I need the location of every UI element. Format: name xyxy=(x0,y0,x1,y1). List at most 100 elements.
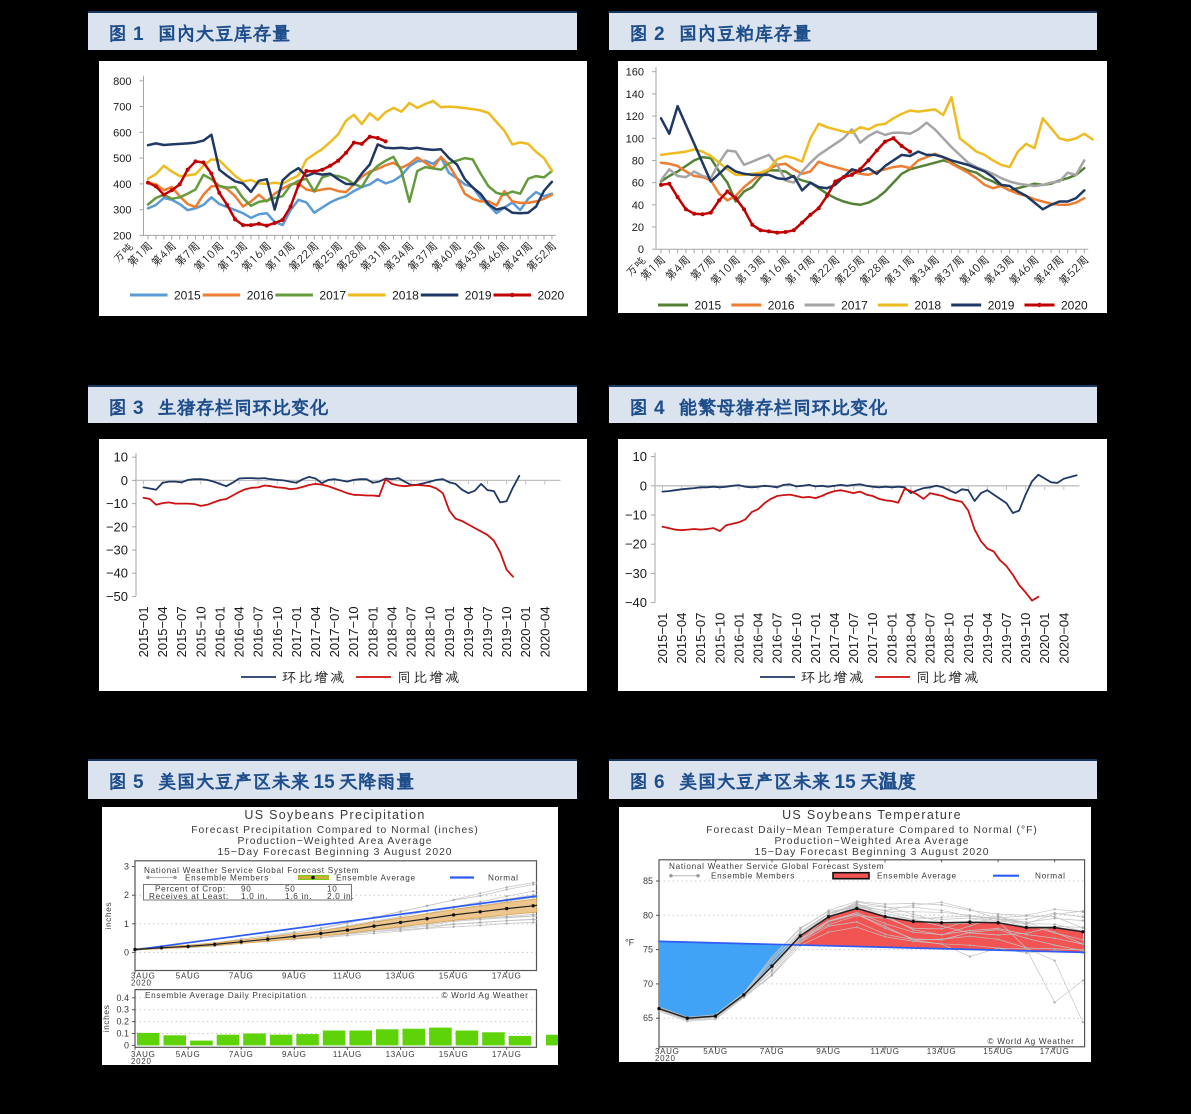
svg-text:2016−04: 2016−04 xyxy=(232,606,247,657)
svg-text:2017−04: 2017−04 xyxy=(308,606,323,657)
svg-text:0: 0 xyxy=(640,478,647,493)
svg-text:2018−10: 2018−10 xyxy=(423,606,438,657)
svg-text:2: 2 xyxy=(654,24,665,45)
svg-text:5AUG: 5AUG xyxy=(703,1047,728,1056)
svg-text:120: 120 xyxy=(626,111,644,123)
svg-text:2015−01: 2015−01 xyxy=(136,606,151,657)
svg-text:2018−07: 2018−07 xyxy=(404,606,419,657)
svg-text:11AUG: 11AUG xyxy=(333,972,362,981)
svg-text:15−Day Forecast Beginning 3 Au: 15−Day Forecast Beginning 3 August 2020 xyxy=(217,847,452,858)
svg-text:2019−07: 2019−07 xyxy=(480,606,495,657)
svg-text:2019−10: 2019−10 xyxy=(1018,613,1033,664)
svg-text:2.0 in.: 2.0 in. xyxy=(327,892,354,901)
svg-text:2015−10: 2015−10 xyxy=(193,606,208,657)
svg-text:500: 500 xyxy=(113,153,131,165)
svg-text:17AUG: 17AUG xyxy=(492,972,522,981)
svg-text:−50: −50 xyxy=(106,589,128,604)
svg-text:−30: −30 xyxy=(106,543,128,558)
svg-text:2015: 2015 xyxy=(174,288,201,302)
svg-text:Ensemble Average: Ensemble Average xyxy=(877,872,957,881)
svg-text:inches: inches xyxy=(103,902,113,930)
svg-text:1.6 in.: 1.6 in. xyxy=(285,892,312,901)
svg-text:2020: 2020 xyxy=(655,1054,676,1062)
svg-text:2017: 2017 xyxy=(841,298,868,312)
svg-text:2016−07: 2016−07 xyxy=(770,613,785,664)
svg-text:17AUG: 17AUG xyxy=(492,1050,522,1059)
svg-text:15AUG: 15AUG xyxy=(439,1050,469,1059)
svg-text:3AUG: 3AUG xyxy=(131,972,156,981)
svg-text:−20: −20 xyxy=(625,537,647,552)
svg-text:°F: °F xyxy=(625,937,635,947)
svg-text:−10: −10 xyxy=(106,496,128,511)
svg-text:600: 600 xyxy=(113,127,131,139)
svg-text:17AUG: 17AUG xyxy=(1040,1047,1070,1056)
svg-text:7AUG: 7AUG xyxy=(229,972,254,981)
svg-text:2017−07: 2017−07 xyxy=(327,606,342,657)
svg-text:3AUG: 3AUG xyxy=(131,1050,156,1059)
svg-text:7AUG: 7AUG xyxy=(760,1047,785,1056)
svg-text:800: 800 xyxy=(113,76,131,88)
svg-text:2020: 2020 xyxy=(131,1057,152,1065)
svg-text:0: 0 xyxy=(124,1040,129,1050)
svg-text:0.4: 0.4 xyxy=(116,993,129,1003)
svg-text:2018−07: 2018−07 xyxy=(923,613,938,664)
svg-text:2017−04: 2017−04 xyxy=(827,613,842,664)
svg-text:1: 1 xyxy=(124,919,129,929)
svg-text:10: 10 xyxy=(114,450,128,465)
svg-text:11AUG: 11AUG xyxy=(333,1050,362,1059)
svg-text:6: 6 xyxy=(654,772,665,793)
svg-text:−40: −40 xyxy=(625,595,647,610)
svg-text:2018: 2018 xyxy=(392,288,419,302)
svg-text:2016−04: 2016−04 xyxy=(751,613,766,664)
svg-text:Ensemble Members: Ensemble Members xyxy=(711,872,795,881)
svg-text:40: 40 xyxy=(632,200,644,212)
svg-text:2017−01: 2017−01 xyxy=(289,606,304,657)
svg-text:15: 15 xyxy=(314,772,336,793)
svg-text:200: 200 xyxy=(113,230,131,242)
svg-text:15AUG: 15AUG xyxy=(439,972,469,981)
svg-text:2018: 2018 xyxy=(914,298,941,312)
svg-text:2020−01: 2020−01 xyxy=(1037,613,1052,664)
svg-text:140: 140 xyxy=(626,89,644,101)
svg-text:2018−04: 2018−04 xyxy=(384,606,399,657)
svg-text:65: 65 xyxy=(643,1013,653,1023)
svg-text:2020−01: 2020−01 xyxy=(518,606,533,657)
svg-text:11AUG: 11AUG xyxy=(871,1047,900,1056)
svg-text:7AUG: 7AUG xyxy=(229,1050,254,1059)
svg-text:© World Ag Weather: © World Ag Weather xyxy=(988,1037,1075,1046)
svg-text:2020: 2020 xyxy=(1061,298,1088,312)
svg-text:75: 75 xyxy=(643,945,653,955)
svg-text:300: 300 xyxy=(113,205,131,217)
svg-text:15AUG: 15AUG xyxy=(983,1047,1013,1056)
svg-text:700: 700 xyxy=(113,102,131,114)
svg-text:50: 50 xyxy=(285,885,296,894)
svg-text:2015−04: 2015−04 xyxy=(155,606,170,657)
svg-text:Ensemble Average: Ensemble Average xyxy=(336,874,416,883)
svg-text:2016−07: 2016−07 xyxy=(251,606,266,657)
svg-text:9AUG: 9AUG xyxy=(282,1050,307,1059)
svg-text:5AUG: 5AUG xyxy=(176,1050,201,1059)
svg-text:Forecast Precipitation Compare: Forecast Precipitation Compared to Norma… xyxy=(191,825,479,836)
svg-text:−10: −10 xyxy=(625,508,647,523)
svg-text:−30: −30 xyxy=(625,566,647,581)
svg-text:90: 90 xyxy=(241,885,252,894)
svg-text:0: 0 xyxy=(638,244,644,256)
svg-text:2020: 2020 xyxy=(131,979,152,988)
svg-text:2015: 2015 xyxy=(695,298,722,312)
svg-text:Forecast Daily−Mean Temperatur: Forecast Daily−Mean Temperature Compared… xyxy=(706,825,1038,836)
svg-text:1: 1 xyxy=(133,24,144,45)
svg-text:2018−01: 2018−01 xyxy=(365,606,380,657)
svg-text:4: 4 xyxy=(654,398,665,419)
svg-text:Percent of Crop:: Percent of Crop: xyxy=(155,885,226,894)
svg-text:2019−10: 2019−10 xyxy=(499,606,514,657)
svg-text:10: 10 xyxy=(633,449,647,464)
svg-text:2015−07: 2015−07 xyxy=(693,613,708,664)
svg-text:2020: 2020 xyxy=(538,288,565,302)
svg-text:9AUG: 9AUG xyxy=(816,1047,841,1056)
svg-text:2019−04: 2019−04 xyxy=(461,606,476,657)
svg-text:2015−10: 2015−10 xyxy=(712,613,727,664)
svg-text:0: 0 xyxy=(124,947,129,957)
svg-text:2016−01: 2016−01 xyxy=(212,606,227,657)
svg-text:2020−04: 2020−04 xyxy=(537,606,552,657)
svg-text:2019−04: 2019−04 xyxy=(980,613,995,664)
